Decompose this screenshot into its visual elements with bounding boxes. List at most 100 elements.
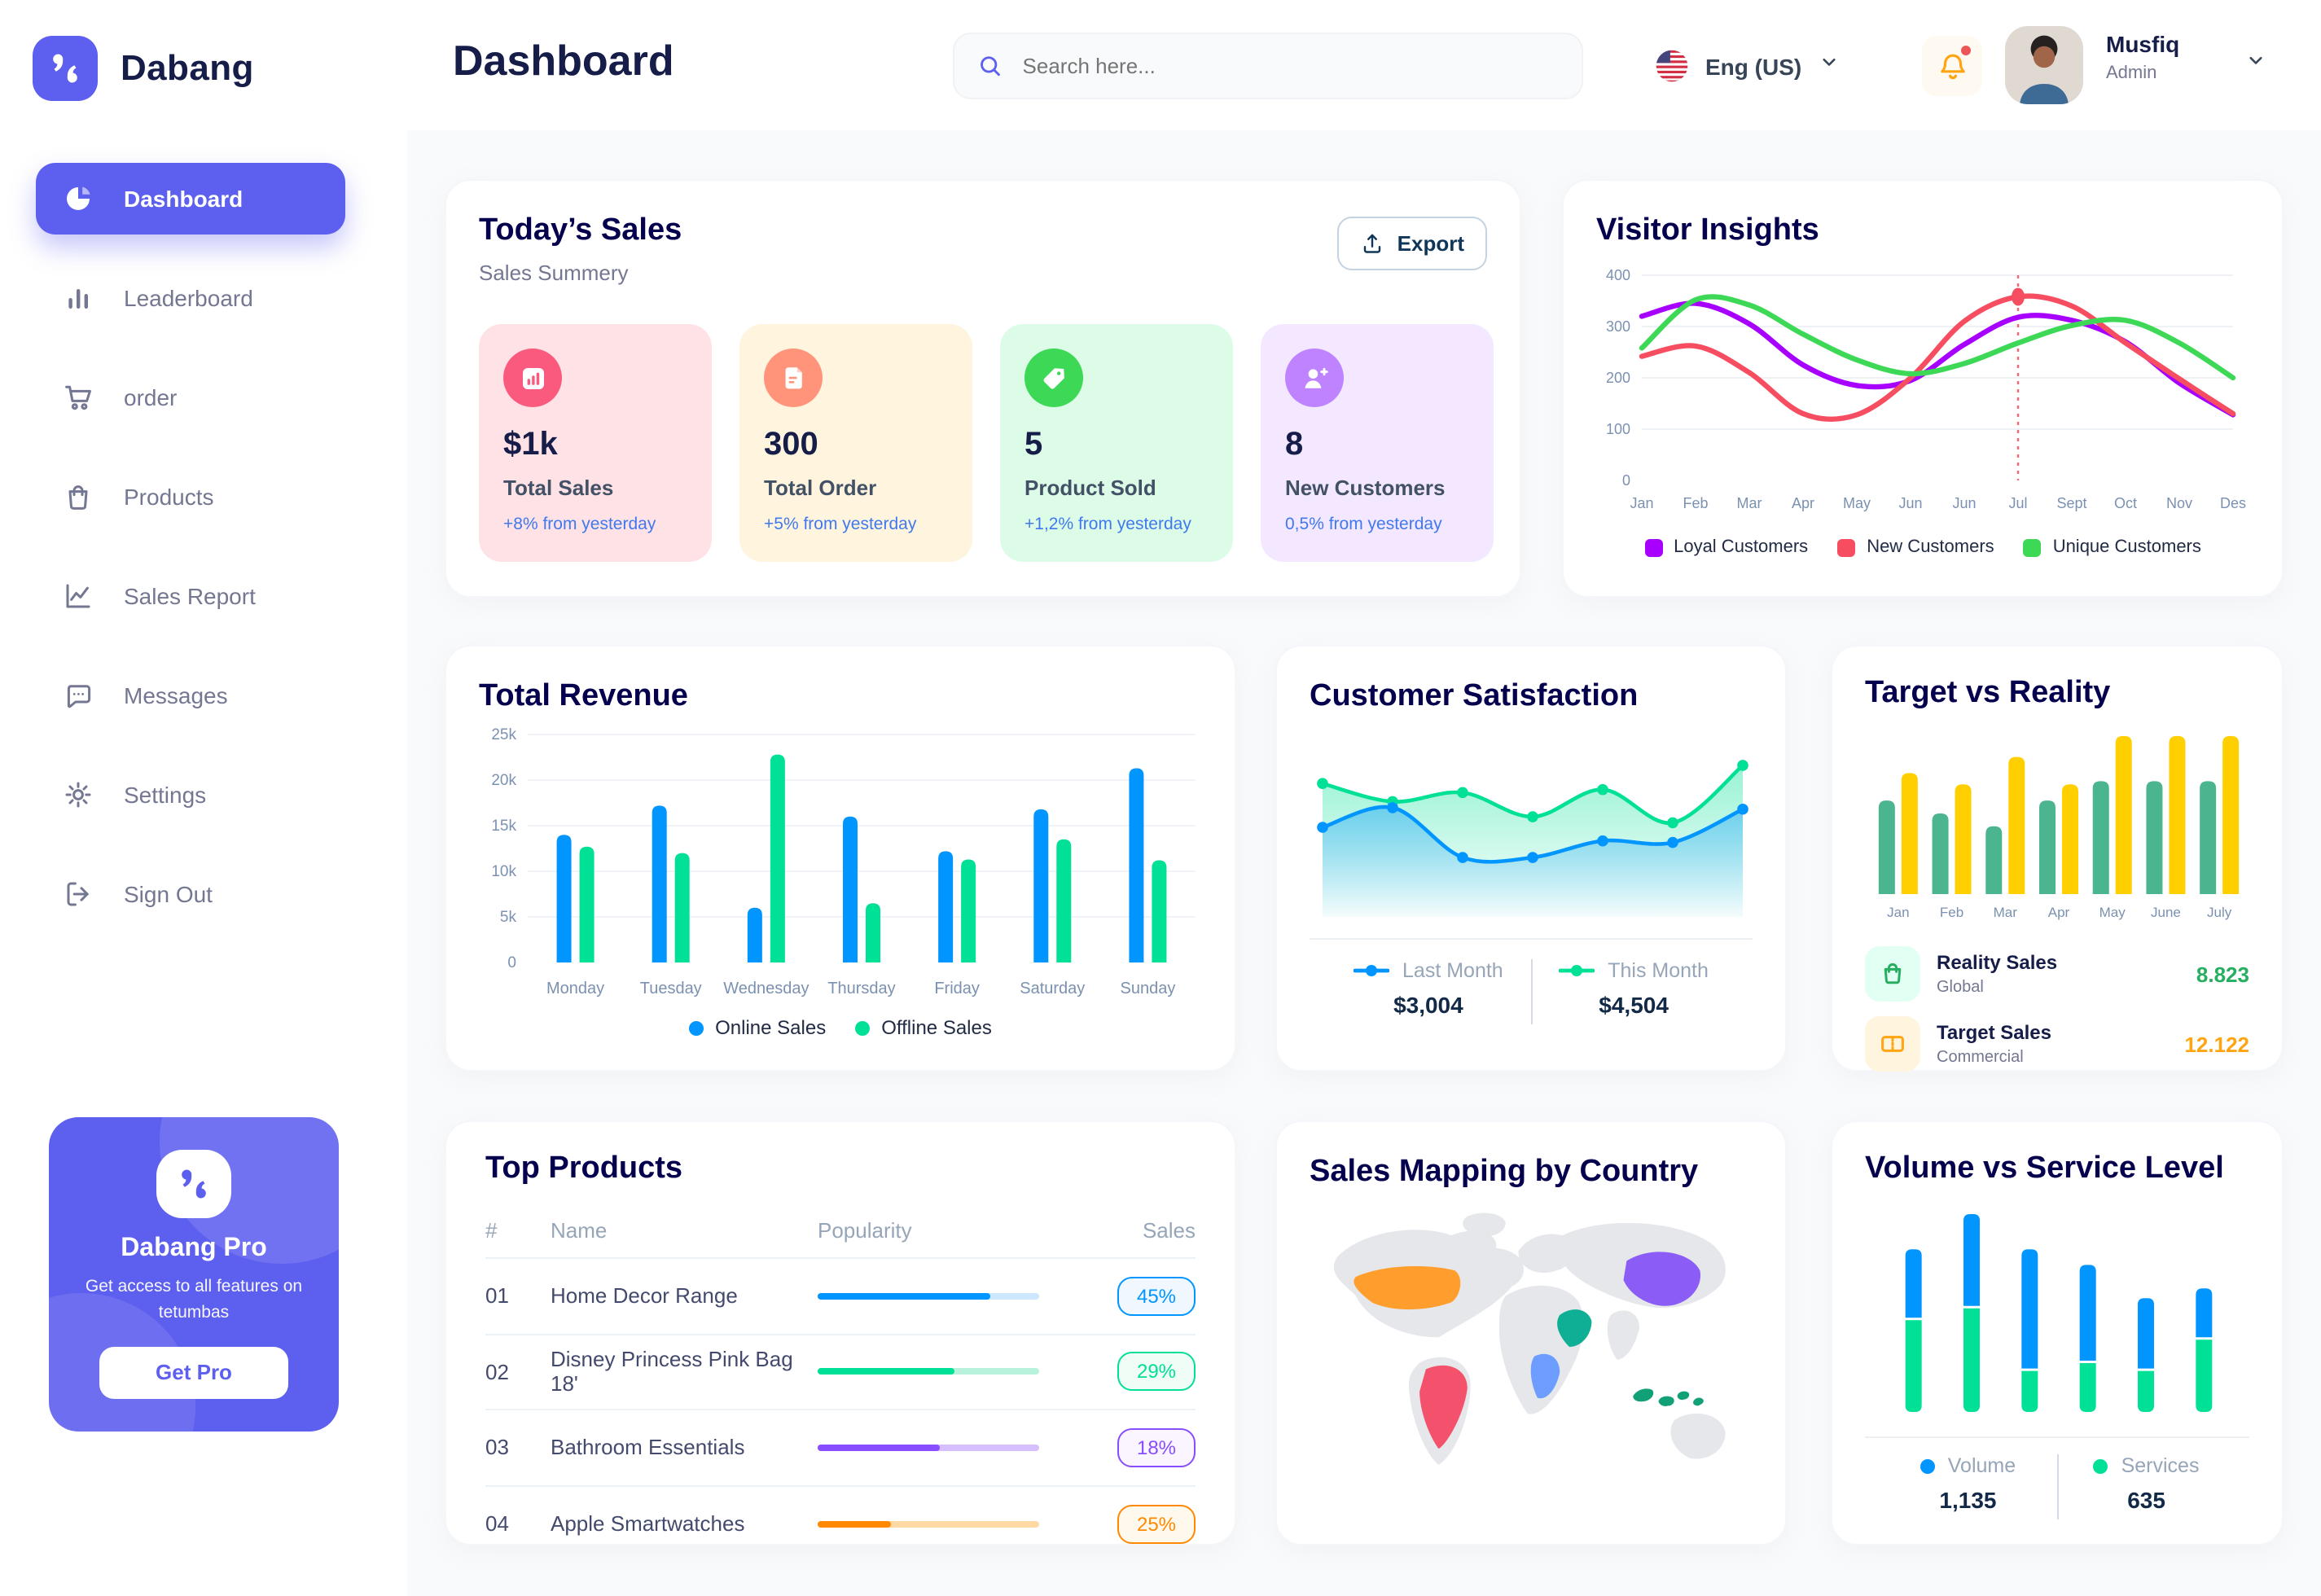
customer-satisfaction-legend: Last Month $3,004 This Month $4,504 (1310, 959, 1753, 1024)
legend-dot (2093, 1458, 2108, 1473)
sidebar-item-sign-out[interactable]: Sign Out (36, 858, 345, 930)
search-bar[interactable] (953, 33, 1583, 99)
top-products-card: Top Products # Name Popularity Sales 01 Home … (445, 1120, 1236, 1546)
svg-text:Nov: Nov (2166, 495, 2192, 511)
stat-delta: +5% from yesterday (764, 515, 917, 534)
legend-line-dot-icon (1559, 965, 1595, 976)
stat-delta: 0,5% from yesterday (1285, 515, 1442, 534)
us-flag-icon (1656, 50, 1688, 82)
svg-text:Jun: Jun (1952, 495, 1976, 511)
legend-item: Volume 1,135 (1880, 1454, 2056, 1513)
language-selector[interactable]: Eng (US) (1655, 33, 1841, 99)
visitor-insights-card: Visitor Insights 0 100 200 300 400 Jan Feb Mar A… (1562, 179, 2284, 598)
bag-icon (62, 480, 94, 513)
stat-delta: +8% from yesterday (503, 515, 656, 534)
svg-text:Tuesday: Tuesday (640, 980, 702, 998)
legend-value: 8.823 (2196, 962, 2249, 986)
stat-delta: +1,2% from yesterday (1024, 515, 1191, 534)
user-chevron-down-icon[interactable] (2244, 49, 2267, 80)
promo-subtitle: Get access to all features on tetumbas (85, 1277, 303, 1322)
legend-item: New Customers (1837, 537, 1994, 557)
promo-title: Dabang Pro (121, 1234, 267, 1262)
stat-label: Total Sales (503, 476, 614, 500)
country-united-states (1354, 1266, 1461, 1310)
user-menu[interactable]: Musfiq Admin (2106, 31, 2179, 83)
volume-vs-service-card: Volume vs Service Level Volume 1,135 Servi… (1831, 1120, 2284, 1546)
legend-item: Online Sales (689, 1016, 826, 1039)
visitor-insights-title: Visitor Insights (1596, 213, 1819, 248)
svg-text:Friday: Friday (934, 980, 980, 998)
language-label: Eng (US) (1705, 53, 1802, 79)
sidebar-item-order[interactable]: order (36, 362, 345, 433)
search-input[interactable] (1019, 52, 1559, 80)
svg-text:Apr: Apr (1792, 495, 1814, 511)
country-saudi-arabia (1557, 1309, 1592, 1348)
stat-value: 300 (764, 427, 818, 463)
sidebar-item-dashboard[interactable]: Dashboard (36, 163, 345, 235)
svg-text:Apr: Apr (2048, 905, 2070, 920)
legend-value: $3,004 (1393, 992, 1463, 1018)
row-number: 04 (485, 1511, 509, 1537)
today-sales-subtitle: Sales Summery (479, 261, 629, 285)
user-role: Admin (2106, 64, 2157, 83)
sidebar-item-products[interactable]: Products (36, 461, 345, 533)
ticket-small-icon (1865, 1016, 1920, 1072)
svg-text:200: 200 (1606, 370, 1630, 386)
row-number: 01 (485, 1283, 509, 1309)
sales-badge: 18% (1117, 1427, 1196, 1467)
svg-text:Des: Des (2220, 495, 2246, 511)
country-china (1623, 1252, 1700, 1306)
target-vs-reality-chart: Jan Feb Mar Apr May June July (1865, 715, 2249, 932)
avatar[interactable] (2005, 26, 2083, 104)
svg-text:25k: 25k (491, 726, 516, 743)
row-number: 02 (485, 1359, 509, 1384)
sales-badge: 25% (1117, 1504, 1196, 1544)
stat-user-icon (1285, 349, 1344, 407)
table-row: 03 Bathroom Essentials 18% (485, 1410, 1196, 1486)
product-name: Apple Smartwatches (551, 1511, 745, 1537)
stat-chart-icon (503, 349, 562, 407)
svg-text:20k: 20k (491, 772, 516, 789)
export-button[interactable]: Export (1336, 217, 1487, 270)
sidebar: Dabang Dashboard Leaderboard order Products… (0, 0, 407, 1596)
get-pro-button[interactable]: Get Pro (99, 1346, 288, 1398)
row-number: 03 (485, 1435, 509, 1460)
stat-card-total-order: 300 Total Order +5% from yesterday (739, 324, 972, 562)
sidebar-item-leaderboard[interactable]: Leaderboard (36, 262, 345, 334)
svg-text:Jul: Jul (2008, 495, 2027, 511)
sidebar-item-settings[interactable]: Settings (36, 759, 345, 831)
stat-card-new-customers: 8 New Customers 0,5% from yesterday (1261, 324, 1494, 562)
product-name: Bathroom Essentials (551, 1435, 745, 1460)
page-title: Dashboard (453, 36, 674, 85)
svg-text:Thursday: Thursday (827, 980, 895, 998)
today-sales-title: Today’s Sales (479, 213, 682, 248)
popularity-bar (818, 1292, 1039, 1300)
stat-label: Product Sold (1024, 476, 1156, 500)
sidebar-item-messages[interactable]: Messages (36, 660, 345, 731)
svg-text:Mar: Mar (1737, 495, 1762, 511)
visitor-insights-chart: 0 100 200 300 400 Jan Feb Mar Apr May Jun Jun Jul Sep… (1596, 259, 2249, 524)
legend-item: Unique Customers (2023, 537, 2201, 557)
stat-card-product-sold: 5 Product Sold +1,2% from yesterday (1000, 324, 1233, 562)
legend-swatch (1837, 538, 1856, 556)
notifications-button[interactable] (1922, 36, 1982, 96)
legend-item: Last Month $3,004 (1327, 959, 1530, 1018)
table-row: 04 Apple Smartwatches 25% (485, 1486, 1196, 1562)
sales-badge: 45% (1117, 1276, 1196, 1316)
divider (1865, 1436, 2249, 1438)
export-icon (1363, 234, 1380, 253)
svg-text:May: May (1843, 495, 1871, 511)
divider (1310, 938, 1753, 940)
svg-text:0: 0 (1622, 472, 1630, 489)
sales-mapping-card: Sales Mapping by Country (1275, 1120, 1787, 1546)
topbar: Dashboard Eng (US) Musfiq Admin (407, 0, 2321, 130)
svg-text:15k: 15k (491, 818, 516, 835)
sidebar-item-sales-report[interactable]: Sales Report (36, 560, 345, 632)
bag-small-icon (1865, 946, 1920, 1002)
user-name: Musfiq (2106, 31, 2180, 57)
target-vs-reality-legend: Reality Sales Global 8.823 Target Sales Comm… (1865, 946, 2249, 1072)
product-name: Home Decor Range (551, 1283, 738, 1309)
legend-swatch (2023, 538, 2042, 556)
brand-name: Dabang (121, 47, 254, 88)
svg-text:Jun: Jun (1898, 495, 1922, 511)
